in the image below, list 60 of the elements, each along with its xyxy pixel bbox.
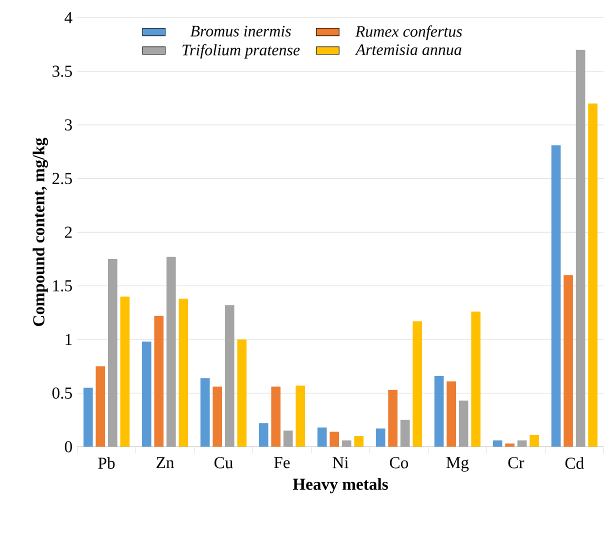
bar	[330, 432, 340, 447]
y-tick-label: 1.5	[53, 280, 72, 292]
bar	[412, 321, 422, 447]
x-tick-label: Cr	[508, 457, 524, 468]
y-tick-label: 3.5	[52, 66, 72, 78]
bar	[434, 376, 444, 447]
bar	[492, 440, 502, 447]
x-tick-label: Zn	[156, 457, 174, 468]
bar	[376, 428, 386, 447]
bar	[317, 428, 327, 447]
bar	[446, 381, 456, 447]
x-tick-label: Ni	[332, 457, 348, 468]
bar	[108, 259, 118, 447]
bar	[212, 386, 222, 447]
legend-label: Bromus inermis	[190, 26, 291, 37]
x-axis-title: Heavy metals	[292, 478, 388, 494]
y-tick-label: 2.5	[52, 173, 72, 184]
legend-label: Rumex confertus	[355, 26, 462, 40]
y-tick-label: 3	[65, 119, 72, 131]
legend-label: Trifolium pratense	[182, 44, 300, 59]
bar	[388, 390, 398, 447]
bar	[237, 340, 247, 447]
x-tick-label: Cd	[565, 457, 584, 470]
y-tick-label: 4	[64, 12, 72, 24]
x-tick-label: Fe	[274, 457, 290, 468]
bar	[178, 298, 188, 447]
y-tick-label: 2	[64, 226, 72, 238]
x-tick-label: Co	[390, 457, 408, 468]
bar	[458, 400, 468, 447]
bar	[354, 436, 364, 447]
bar	[200, 378, 210, 447]
y-tick-label: 0	[64, 441, 72, 453]
bar	[530, 435, 539, 447]
bar	[224, 305, 234, 447]
y-tick-label: 0.5	[52, 388, 72, 399]
bar	[588, 104, 598, 447]
bar	[576, 50, 586, 447]
bar	[342, 440, 352, 447]
bar	[83, 388, 93, 447]
bar	[271, 386, 281, 447]
bar	[166, 257, 176, 447]
bar	[400, 420, 410, 447]
bar	[142, 342, 152, 447]
bar	[120, 296, 130, 447]
y-axis-title: Compound content, mg/kg	[32, 138, 48, 326]
y-tick-label: 1	[66, 334, 72, 346]
bar	[517, 440, 527, 447]
x-tick-label: Cu	[214, 457, 233, 468]
x-tick-label: Pb	[98, 457, 115, 470]
bar	[564, 275, 573, 447]
bar	[471, 312, 481, 447]
bar	[296, 386, 306, 447]
x-tick-label: Mg	[446, 457, 469, 472]
bar	[505, 444, 514, 447]
legend-label: Artemisia annua	[354, 44, 462, 56]
bar	[96, 366, 106, 447]
bar	[283, 430, 293, 447]
bar	[258, 423, 268, 447]
bar	[551, 145, 561, 447]
bar	[154, 316, 164, 447]
